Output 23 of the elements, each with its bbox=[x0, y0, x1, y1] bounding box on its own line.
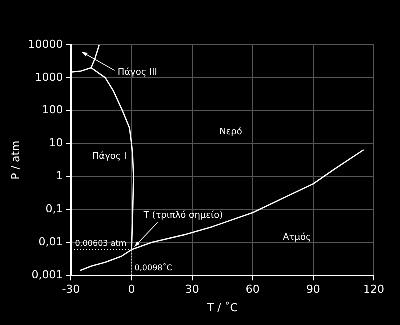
x-tick-label: 60 bbox=[246, 283, 260, 296]
y-tick-label: 100 bbox=[42, 104, 64, 117]
ref-line-label: 0,00603 atm bbox=[75, 238, 127, 248]
y-tick-label: 1000 bbox=[35, 70, 64, 84]
y-axis-title: P / atm bbox=[9, 140, 22, 180]
y-tick-label: 0,1 bbox=[46, 202, 64, 216]
x-axis-title: T / ˚C bbox=[206, 301, 238, 314]
annotation: Νερό bbox=[220, 126, 243, 138]
y-tick-label: 10 bbox=[49, 136, 64, 150]
x-tick-label: 0 bbox=[128, 283, 136, 296]
y-tick-label: 10000 bbox=[28, 38, 64, 51]
annotation: Πάγος I bbox=[92, 150, 127, 162]
x-tick-label: -30 bbox=[62, 283, 80, 296]
x-tick-label: 90 bbox=[306, 283, 320, 296]
x-tick-label: 120 bbox=[364, 283, 384, 296]
annotation: Πάγος III bbox=[118, 67, 158, 78]
y-tick-label: 0,001 bbox=[32, 268, 64, 282]
y-tick-label: 0,01 bbox=[38, 236, 64, 249]
annotation: Ατμός bbox=[283, 232, 312, 244]
x-tick-label: 30 bbox=[185, 283, 200, 296]
annotation: T (τριπλό σημείο) bbox=[142, 210, 224, 221]
ref-line-label: 0,0098˚C bbox=[134, 262, 173, 273]
y-tick-label: 1 bbox=[56, 170, 64, 183]
